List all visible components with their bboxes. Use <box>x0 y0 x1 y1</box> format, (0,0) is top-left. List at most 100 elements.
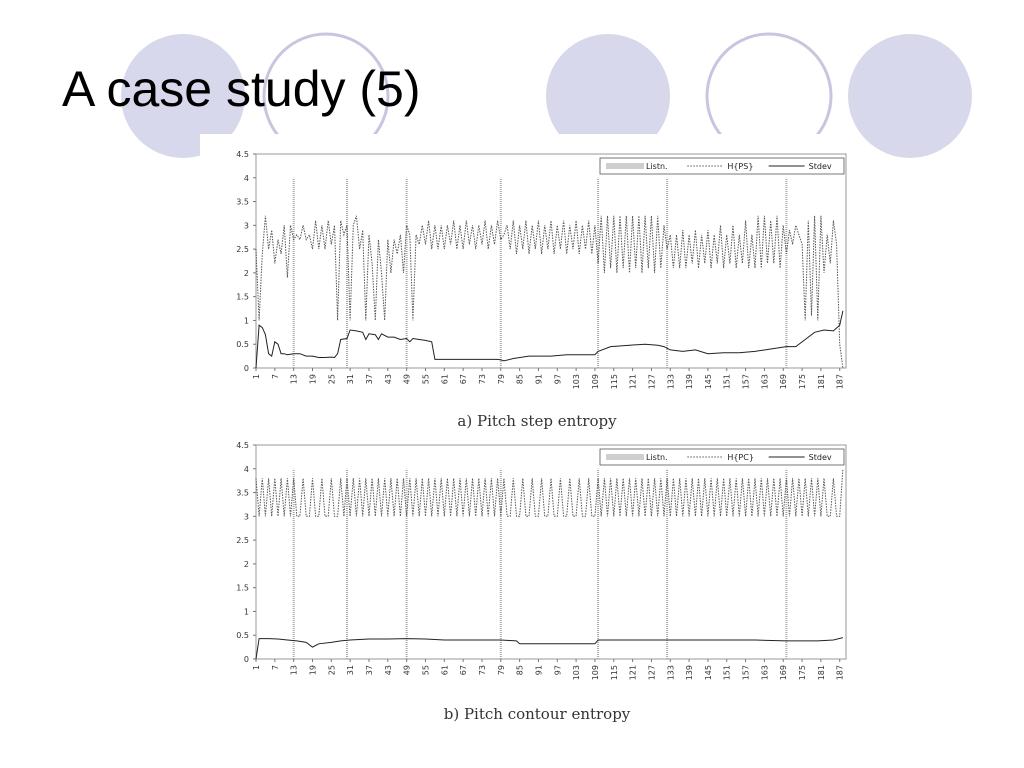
y-tick-label: 1 <box>244 316 249 325</box>
entropy-series-line <box>255 215 844 369</box>
y-tick-label: 0.5 <box>236 340 249 349</box>
y-tick-label: 2 <box>244 560 249 569</box>
chart-caption-pitch-contour: b) Pitch contour entropy <box>443 705 631 723</box>
stdev-series-line <box>255 637 844 660</box>
y-tick-label: 3 <box>244 512 249 521</box>
x-tick-label: 49 <box>403 374 412 384</box>
x-tick-label: 73 <box>478 374 487 384</box>
x-tick-label: 55 <box>421 665 430 675</box>
y-tick-label: 0 <box>244 364 249 373</box>
x-tick-label: 169 <box>779 665 788 680</box>
x-tick-label: 157 <box>742 374 751 389</box>
pitch-step-entropy-chart: 0 0.5 1 1.5 2 2.5 3 3.5 4 4.5 1 7 13 19 25 31 37 43 49 55 61… <box>236 150 847 389</box>
plot-area <box>255 444 847 660</box>
entropy-series-line <box>255 468 844 517</box>
legend-label: Stdev <box>809 453 832 462</box>
chart-legend: Listn. H{PC} Stdev <box>599 448 845 466</box>
x-tick-label: 115 <box>610 665 619 680</box>
x-tick-label: 85 <box>516 665 525 675</box>
y-tick-label: 3.5 <box>236 489 249 498</box>
x-tick-label: 103 <box>572 374 581 389</box>
x-tick-label: 43 <box>384 665 393 675</box>
x-tick-label: 67 <box>459 374 468 384</box>
y-tick-label: 1 <box>244 607 249 616</box>
x-tick-label: 175 <box>798 665 807 680</box>
x-tick-label: 31 <box>346 374 355 384</box>
legend-label: Listn. <box>646 453 668 462</box>
x-tick-label: 187 <box>836 374 845 389</box>
legend-label: H{PS} <box>727 162 753 171</box>
y-tick-label: 2.5 <box>236 245 249 254</box>
x-tick-label: 145 <box>704 665 713 680</box>
x-tick-label: 97 <box>553 665 562 675</box>
x-tick-label: 157 <box>742 665 751 680</box>
deco-circle-filled <box>121 34 245 158</box>
y-tick-label: 1.5 <box>236 584 249 593</box>
x-tick-label: 175 <box>798 374 807 389</box>
y-tick-label: 4 <box>244 174 249 183</box>
x-tick-label: 13 <box>290 374 299 384</box>
y-tick-label: 4.5 <box>236 150 249 159</box>
x-tick-label: 187 <box>836 665 845 680</box>
x-tick-label: 163 <box>760 665 769 680</box>
chart-caption-pitch-step: a) Pitch step entropy <box>457 412 617 430</box>
y-tick-label: 2 <box>244 269 249 278</box>
x-tick-label: 49 <box>403 665 412 675</box>
x-tick-label: 163 <box>760 374 769 389</box>
y-tick-label: 3 <box>244 221 249 230</box>
plot-area <box>255 153 847 369</box>
x-tick-label: 97 <box>553 374 562 384</box>
x-tick-label: 169 <box>779 374 788 389</box>
x-tick-label: 61 <box>440 665 449 675</box>
deco-circle-filled <box>848 34 972 158</box>
x-tick-label: 43 <box>384 374 393 384</box>
x-tick-label: 25 <box>327 665 336 675</box>
x-tick-label: 61 <box>440 374 449 384</box>
chart-legend: Listn. H{PS} Stdev <box>599 157 845 175</box>
y-tick-label: 3.5 <box>236 198 249 207</box>
x-tick-label: 7 <box>271 665 280 670</box>
x-tick-label: 151 <box>723 665 732 680</box>
x-tick-label: 181 <box>817 665 826 680</box>
x-tick-label: 19 <box>308 665 317 675</box>
x-tick-label: 115 <box>610 374 619 389</box>
x-tick-label: 7 <box>271 374 280 379</box>
y-tick-label: 4 <box>244 465 249 474</box>
x-tick-label: 181 <box>817 374 826 389</box>
x-tick-label: 133 <box>666 665 675 680</box>
x-tick-label: 145 <box>704 374 713 389</box>
legend-label: H{PC} <box>727 453 754 462</box>
x-tick-label: 19 <box>308 374 317 384</box>
x-tick-label: 133 <box>666 374 675 389</box>
legend-label: Listn. <box>646 162 668 171</box>
x-tick-label: 67 <box>459 665 468 675</box>
x-tick-label: 1 <box>252 665 261 670</box>
x-tick-label: 25 <box>327 374 336 384</box>
legend-box <box>599 448 845 466</box>
stdev-series-line <box>255 310 844 369</box>
x-tick-label: 121 <box>629 374 638 389</box>
pitch-contour-entropy-chart: 0 0.5 1 1.5 2 2.5 3 3.5 4 4.5 1 7 13 19 25 31 37 43 49 55 61… <box>236 441 847 680</box>
x-tick-label: 31 <box>346 665 355 675</box>
x-tick-label: 139 <box>685 374 694 389</box>
x-tick-label: 127 <box>647 665 656 680</box>
x-tick-label: 1 <box>252 374 261 379</box>
y-tick-label: 1.5 <box>236 293 249 302</box>
legend-label: Stdev <box>809 162 832 171</box>
x-tick-label: 109 <box>591 374 600 389</box>
x-tick-label: 91 <box>534 665 543 675</box>
y-tick-label: 0.5 <box>236 631 249 640</box>
x-tick-label: 79 <box>497 665 506 675</box>
x-tick-label: 79 <box>497 374 506 384</box>
x-tick-label: 127 <box>647 374 656 389</box>
x-tick-label: 37 <box>365 374 374 384</box>
slide-title: A case study (5) <box>62 61 421 117</box>
x-tick-label: 103 <box>572 665 581 680</box>
x-tick-label: 109 <box>591 665 600 680</box>
y-tick-label: 4.5 <box>236 441 249 450</box>
deco-circle-filled <box>546 34 670 158</box>
x-tick-label: 91 <box>534 374 543 384</box>
x-tick-label: 151 <box>723 374 732 389</box>
x-tick-label: 139 <box>685 665 694 680</box>
x-tick-label: 73 <box>478 665 487 675</box>
